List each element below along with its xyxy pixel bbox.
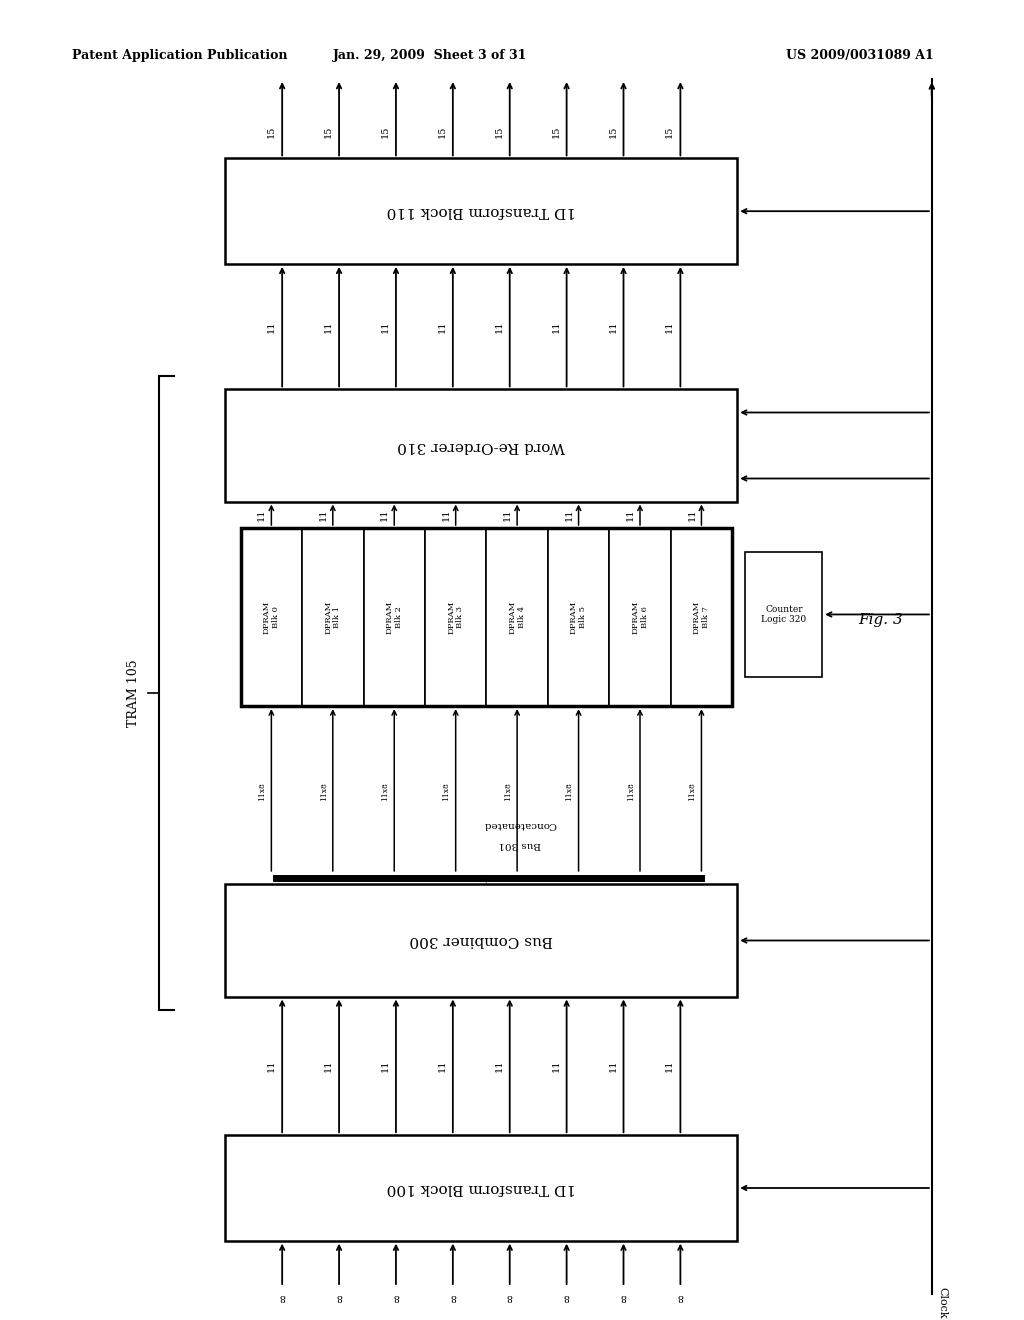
Text: 8: 8 (450, 1292, 456, 1302)
Text: DPRAM
Blk 4: DPRAM Blk 4 (509, 601, 525, 634)
Bar (671, 528, 732, 706)
Bar (486, 528, 548, 706)
Text: 11: 11 (267, 1060, 276, 1072)
Bar (425, 528, 486, 706)
Text: 11: 11 (437, 1060, 446, 1072)
Text: 11: 11 (381, 321, 390, 333)
Bar (225, 1135, 737, 1241)
Text: 8: 8 (563, 1292, 569, 1302)
Bar (225, 884, 737, 997)
Text: 8: 8 (280, 1292, 286, 1302)
Text: 11: 11 (608, 1060, 617, 1072)
Text: 11: 11 (666, 1060, 674, 1072)
Text: 11x8: 11x8 (504, 783, 512, 801)
Text: 11: 11 (608, 321, 617, 333)
Text: 11: 11 (324, 321, 333, 333)
Text: DPRAM
Blk 5: DPRAM Blk 5 (570, 601, 587, 634)
Text: DPRAM
Blk 3: DPRAM Blk 3 (447, 601, 464, 634)
Text: DPRAM
Blk 6: DPRAM Blk 6 (632, 601, 648, 634)
Text: 11: 11 (552, 1060, 560, 1072)
Text: US 2009/0031089 A1: US 2009/0031089 A1 (786, 49, 934, 62)
Text: 8: 8 (621, 1292, 627, 1302)
Text: Concatenated: Concatenated (483, 821, 556, 829)
Text: TRAM 105: TRAM 105 (127, 659, 140, 727)
Text: 11: 11 (626, 508, 635, 521)
Text: DPRAM
Blk 7: DPRAM Blk 7 (693, 601, 710, 634)
Bar (225, 158, 737, 264)
Bar (241, 528, 302, 706)
Bar (745, 552, 822, 677)
Text: 11: 11 (257, 508, 266, 521)
Bar (548, 528, 609, 706)
Text: Patent Application Publication: Patent Application Publication (72, 49, 287, 62)
Text: 15: 15 (437, 125, 446, 139)
Text: 1D Transform Block 100: 1D Transform Block 100 (387, 1181, 575, 1195)
Text: 11: 11 (437, 321, 446, 333)
Text: 11: 11 (666, 321, 674, 333)
Text: Fig. 3: Fig. 3 (858, 614, 903, 627)
Text: 11: 11 (318, 508, 328, 521)
Text: 15: 15 (608, 125, 617, 139)
Bar (364, 528, 425, 706)
Bar (609, 528, 671, 706)
Text: 8: 8 (507, 1292, 513, 1302)
Text: 1D Transform Block 110: 1D Transform Block 110 (387, 205, 575, 218)
Text: Counter
Logic 320: Counter Logic 320 (761, 605, 807, 624)
Text: 11x8: 11x8 (319, 783, 328, 801)
Text: 15: 15 (495, 125, 504, 139)
Text: 11: 11 (503, 508, 512, 521)
Text: 11x8: 11x8 (688, 783, 696, 801)
Text: 11: 11 (564, 508, 573, 521)
Text: Clock: Clock (937, 1287, 947, 1319)
Text: 8: 8 (336, 1292, 342, 1302)
Text: 11: 11 (495, 1060, 504, 1072)
Text: 15: 15 (666, 125, 674, 139)
Text: 15: 15 (267, 125, 276, 139)
Text: DPRAM
Blk 0: DPRAM Blk 0 (263, 601, 280, 634)
Text: 11: 11 (267, 321, 276, 333)
Text: 11: 11 (324, 1060, 333, 1072)
Text: 15: 15 (381, 125, 390, 139)
Text: Bus 301: Bus 301 (499, 841, 541, 849)
Text: 11x8: 11x8 (565, 783, 573, 801)
Text: 11: 11 (380, 508, 389, 521)
Text: 11x8: 11x8 (627, 783, 635, 801)
Bar (302, 528, 364, 706)
Text: 11: 11 (552, 321, 560, 333)
Text: DPRAM
Blk 1: DPRAM Blk 1 (325, 601, 341, 634)
Text: 11x8: 11x8 (442, 783, 451, 801)
Text: 11: 11 (495, 321, 504, 333)
Text: 11: 11 (687, 508, 696, 521)
Text: 11: 11 (381, 1060, 390, 1072)
Text: 8: 8 (393, 1292, 399, 1302)
Text: 11x8: 11x8 (381, 783, 389, 801)
Bar (225, 389, 737, 502)
Text: Jan. 29, 2009  Sheet 3 of 31: Jan. 29, 2009 Sheet 3 of 31 (333, 49, 527, 62)
Text: 15: 15 (552, 125, 560, 139)
Text: DPRAM
Blk 2: DPRAM Blk 2 (386, 601, 402, 634)
Text: Word Re-Orderer 310: Word Re-Orderer 310 (397, 438, 565, 453)
Text: 11x8: 11x8 (258, 783, 266, 801)
Text: Bus Combiner 300: Bus Combiner 300 (410, 933, 553, 948)
Text: 11: 11 (441, 508, 451, 521)
Text: 8: 8 (677, 1292, 683, 1302)
Bar (241, 528, 732, 706)
Text: 15: 15 (324, 125, 333, 139)
